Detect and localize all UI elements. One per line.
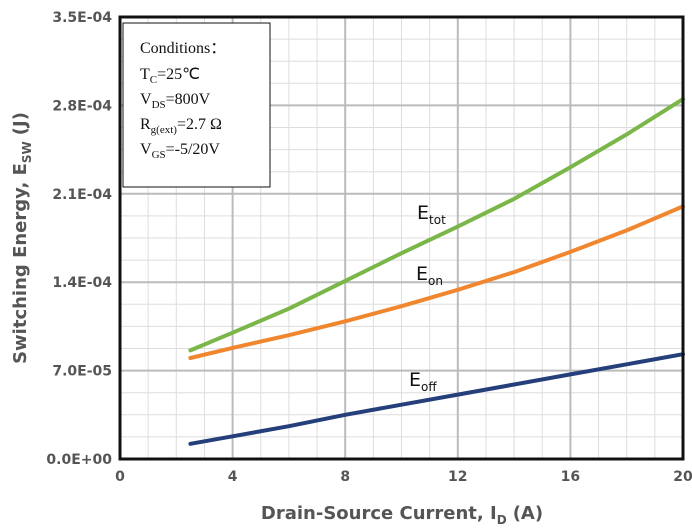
- x-tick-label: 20: [673, 469, 692, 485]
- condition-rg: Rg(ext)=2.7 Ω: [140, 116, 222, 136]
- x-tick-label: 16: [561, 469, 580, 485]
- y-tick-label: 2.8E-04: [52, 98, 112, 114]
- x-tick-label: 4: [228, 469, 238, 485]
- x-axis-title: Drain-Source Current, ID (A): [261, 503, 543, 527]
- y-axis-title: Switching Energy, ESW(J): [10, 112, 34, 364]
- series-line-Eoff: [188, 352, 685, 446]
- y-tick-labels: 0.0E+00 7.0E-05 1.4E-04 2.1E-04 2.8E-04 3.5E-…: [46, 10, 112, 468]
- series-lines: [188, 97, 685, 446]
- y-tick-label: 0.0E+00: [46, 452, 112, 468]
- x-tick-labels: 0 4 8 12 16 20: [115, 469, 692, 485]
- conditions-box: Conditions： TC=25℃ VDS=800V Rg(ext)=2.7 …: [122, 22, 271, 188]
- series-line-Etot: [188, 97, 685, 353]
- x-tick-label: 8: [340, 469, 350, 485]
- x-axis-title-sub: D: [497, 513, 507, 527]
- y-tick-label: 1.4E-04: [52, 275, 112, 291]
- x-tick-label: 12: [448, 469, 467, 485]
- condition-tc: TC=25℃: [140, 66, 200, 86]
- y-axis-title-sub: SW: [20, 141, 34, 163]
- x-tick-label: 0: [115, 469, 125, 485]
- x-axis-title-unit: (A): [513, 503, 543, 524]
- y-tick-label: 3.5E-04: [52, 10, 112, 26]
- y-tick-label: 7.0E-05: [52, 364, 112, 380]
- condition-vgs: VGS=-5/20V: [140, 141, 220, 161]
- y-tick-label: 2.1E-04: [52, 187, 112, 203]
- series-line-Eon: [188, 204, 685, 360]
- y-axis-title-unit: (J): [10, 112, 31, 135]
- condition-vds: VDS=800V: [140, 91, 211, 111]
- conditions-title: Conditions：: [140, 40, 226, 57]
- series-label-eoff: Eoff: [409, 369, 437, 394]
- plot-frame: [118, 15, 685, 461]
- series-label-eon: Eon: [416, 263, 443, 288]
- conditions-box-border: [122, 22, 271, 188]
- series-label-etot: Etot: [417, 202, 446, 227]
